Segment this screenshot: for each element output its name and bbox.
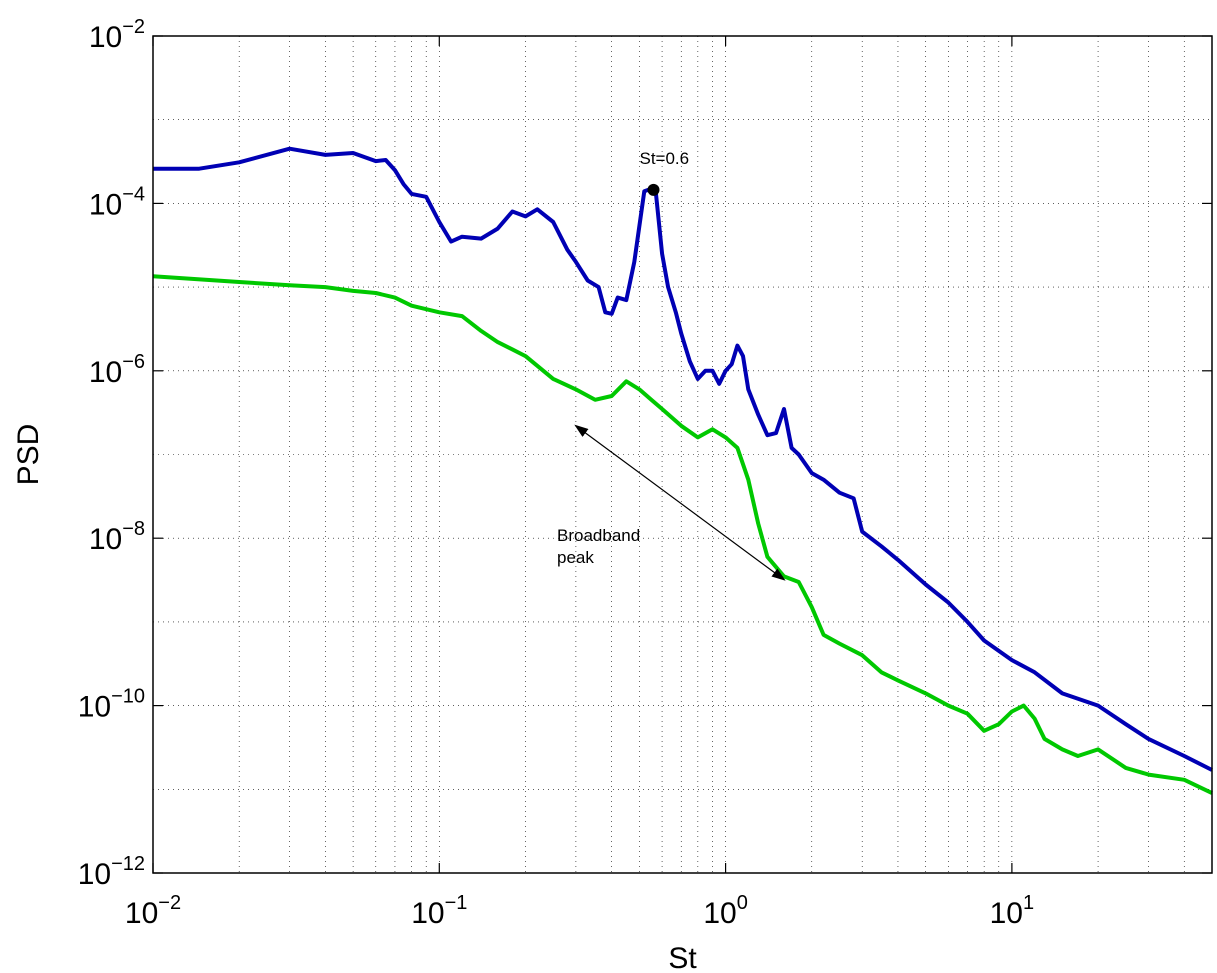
annotations: St=0.6 Broadband peak [557,149,786,581]
axis-ticks: 10−2 10−1 100 101 10−12 10−10 10−8 10−6 10−4 10−2 [78,16,1212,930]
y-tick-label: 10−8 [89,518,145,556]
y-tick-label: 10−4 [89,183,145,221]
series-line-2 [152,274,1213,795]
y-tick-label: 10−10 [78,686,145,724]
series-line-1 [153,146,1213,772]
peak-marker-label: St=0.6 [639,149,689,168]
y-tick-label: 10−2 [89,16,145,54]
x-tick-label: 10−1 [411,892,467,930]
broadband-peak-label: Broadband peak [557,526,640,567]
x-tick-label: 10−2 [125,892,181,930]
x-axis-label: St [668,942,697,973]
peak-marker [647,183,660,196]
x-tick-label: 101 [990,892,1034,930]
y-axis-label: PSD [12,424,45,486]
y-tick-label: 10−6 [89,351,145,389]
y-tick-label: 10−12 [78,853,145,891]
plot-area-frame [152,35,1213,874]
series-layer [152,146,1213,795]
broadband-arrow [574,424,786,581]
x-tick-label: 100 [703,892,748,930]
